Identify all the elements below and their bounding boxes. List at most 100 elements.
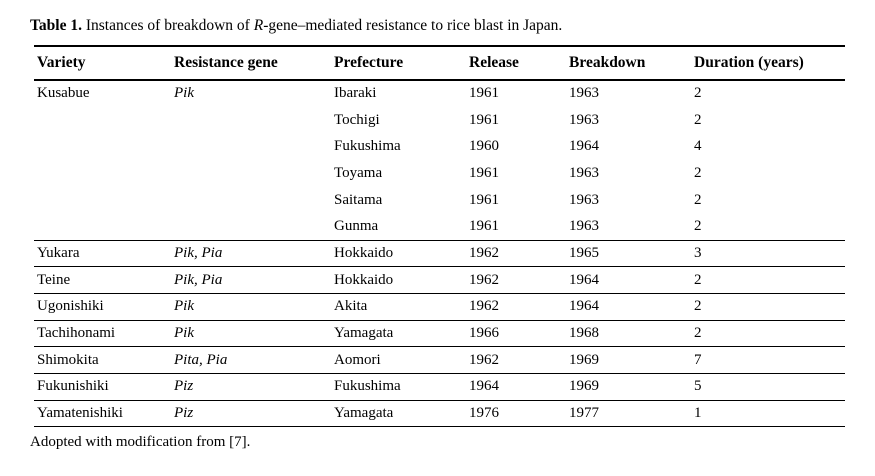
cell-prefecture: Aomori	[334, 351, 381, 368]
table-row: Kusabue Pik Ibaraki 1961 1963 2	[34, 80, 845, 107]
cell-variety	[34, 213, 171, 240]
cell-prefecture: Akita	[334, 298, 368, 315]
cell-breakdown: 1963	[569, 191, 599, 208]
cell-prefecture: Hokkaido	[334, 271, 394, 288]
table-row: Yamatenishiki Piz Yamagata 1976 1977 1	[34, 400, 845, 427]
cell-release: 1962	[469, 244, 499, 261]
table-row: Gunma 1961 1963 2	[34, 213, 845, 240]
table-body: Kusabue Pik Ibaraki 1961 1963 2 Tochigi 1961 196…	[34, 80, 845, 427]
cell-duration: 2	[694, 85, 702, 102]
column-header-resistance-gene: Resistance gene	[174, 54, 278, 71]
cell-breakdown: 1963	[569, 111, 599, 128]
cell-release: 1961	[469, 218, 499, 235]
cell-duration: 2	[694, 298, 702, 315]
column-header-duration: Duration (years)	[694, 54, 804, 71]
table-caption-gene-symbol: R	[253, 17, 264, 34]
cell-release: 1976	[469, 405, 499, 422]
cell-variety: Ugonishiki	[37, 298, 104, 315]
cell-gene: Pita, Pia	[174, 351, 228, 368]
table-header-row: Variety Resistance gene Prefecture Relea…	[34, 46, 845, 80]
cell-duration: 3	[694, 244, 702, 261]
table-caption-label: Table 1.	[30, 17, 82, 34]
table-row: Tochigi 1961 1963 2	[34, 107, 845, 134]
cell-breakdown: 1964	[569, 271, 599, 288]
cell-duration: 1	[694, 405, 702, 422]
cell-variety: Teine	[37, 271, 71, 288]
cell-prefecture: Fukushima	[334, 138, 401, 155]
table-row: Tachihonami Pik Yamagata 1966 1968 2	[34, 320, 845, 347]
cell-breakdown: 1977	[569, 405, 599, 422]
cell-breakdown: 1963	[569, 218, 599, 235]
cell-prefecture: Ibaraki	[334, 85, 377, 102]
cell-prefecture: Tochigi	[334, 111, 380, 128]
cell-gene: Pik, Pia	[174, 244, 223, 261]
cell-gene	[171, 213, 331, 240]
cell-breakdown: 1968	[569, 325, 599, 342]
cell-variety	[34, 133, 171, 160]
table-caption-text-post: -gene–mediated resistance to rice blast …	[263, 17, 563, 34]
cell-prefecture: Yamagata	[334, 325, 394, 342]
table-row: Ugonishiki Pik Akita 1962 1964 2	[34, 293, 845, 321]
cell-release: 1964	[469, 378, 499, 395]
cell-gene: Pik	[174, 325, 194, 342]
table-header: Variety Resistance gene Prefecture Relea…	[34, 46, 845, 80]
cell-breakdown: 1964	[569, 138, 599, 155]
cell-gene	[171, 107, 331, 134]
cell-variety: Yamatenishiki	[37, 405, 123, 422]
cell-gene: Pik, Pia	[174, 271, 223, 288]
table-row: Shimokita Pita, Pia Aomori 1962 1969 7	[34, 346, 845, 374]
cell-gene: Piz	[174, 405, 194, 422]
table-row: Toyama 1961 1963 2	[34, 160, 845, 187]
cell-breakdown: 1963	[569, 164, 599, 181]
cell-release: 1962	[469, 298, 499, 315]
cell-variety	[34, 107, 171, 134]
cell-prefecture: Gunma	[334, 218, 379, 235]
cell-gene	[171, 187, 331, 214]
column-header-breakdown: Breakdown	[569, 54, 646, 71]
cell-release: 1962	[469, 271, 499, 288]
cell-release: 1961	[469, 111, 499, 128]
cell-duration: 2	[694, 218, 702, 235]
cell-breakdown: 1963	[569, 85, 599, 102]
cell-breakdown: 1969	[569, 351, 599, 368]
cell-duration: 2	[694, 164, 702, 181]
resistance-breakdown-table: Variety Resistance gene Prefecture Relea…	[34, 45, 845, 428]
cell-variety: Shimokita	[37, 351, 99, 368]
cell-variety: Yukara	[37, 244, 80, 261]
table-row: Fukushima 1960 1964 4	[34, 133, 845, 160]
cell-prefecture: Fukushima	[334, 378, 401, 395]
cell-duration: 2	[694, 111, 702, 128]
cell-release: 1960	[469, 138, 499, 155]
cell-gene	[171, 133, 331, 160]
table-row: Fukunishiki Piz Fukushima 1964 1969 5	[34, 373, 845, 401]
cell-duration: 5	[694, 378, 702, 395]
cell-prefecture: Toyama	[334, 164, 383, 181]
cell-breakdown: 1964	[569, 298, 599, 315]
cell-variety	[34, 160, 171, 187]
cell-variety: Fukunishiki	[37, 378, 109, 395]
cell-breakdown: 1969	[569, 378, 599, 395]
table-caption: Table 1. Instances of breakdown of R-gen…	[0, 0, 875, 36]
cell-gene: Piz	[174, 378, 194, 395]
cell-breakdown: 1965	[569, 244, 599, 261]
cell-prefecture: Saitama	[334, 191, 383, 208]
cell-variety: Tachihonami	[37, 325, 116, 342]
cell-release: 1961	[469, 191, 499, 208]
cell-variety	[34, 187, 171, 214]
cell-duration: 4	[694, 138, 702, 155]
table-row: Yukara Pik, Pia Hokkaido 1962 1965 3	[34, 240, 845, 267]
cell-gene: Pik	[174, 85, 194, 102]
cell-release: 1966	[469, 325, 499, 342]
column-header-release: Release	[469, 54, 519, 71]
cell-variety: Kusabue	[37, 85, 90, 102]
table-row: Teine Pik, Pia Hokkaido 1962 1964 2	[34, 266, 845, 294]
table-caption-text-pre: Instances of breakdown of	[81, 17, 254, 34]
cell-duration: 2	[694, 325, 702, 342]
cell-duration: 2	[694, 191, 702, 208]
cell-gene	[171, 160, 331, 187]
column-header-prefecture: Prefecture	[334, 54, 404, 71]
cell-release: 1961	[469, 85, 499, 102]
cell-prefecture: Hokkaido	[334, 244, 394, 261]
table-footnote: Adopted with modification from [7].	[30, 434, 251, 451]
